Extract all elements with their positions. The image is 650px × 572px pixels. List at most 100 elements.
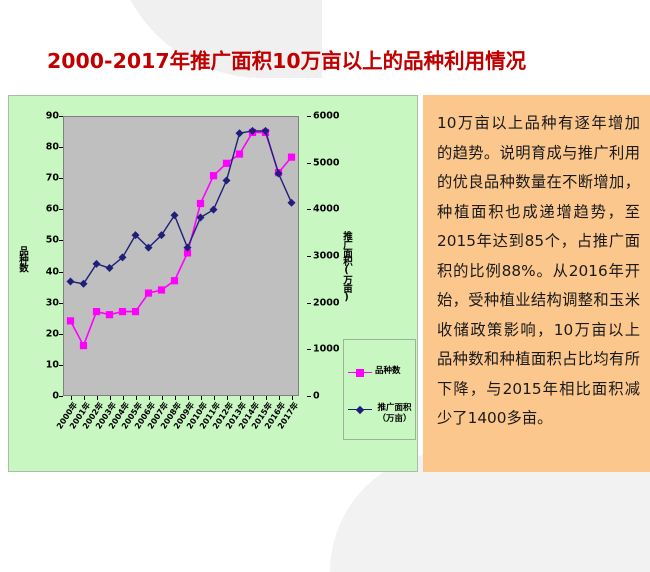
x-axis-tick-mark: [148, 396, 150, 400]
left-axis-ticks: 0 10 20 30 40 50 60 70 80 90: [9, 111, 63, 402]
data-point-marker: [157, 231, 166, 240]
x-axis-tick-mark: [213, 396, 215, 400]
page-title: 2000-2017年推广面积10万亩以上的品种利用情况: [47, 49, 527, 73]
series-plot: [66, 126, 296, 350]
data-point-marker: [118, 253, 127, 262]
right-axis-title: 推广面积(万亩): [341, 231, 352, 302]
right-axis-tick-label: 4000: [313, 203, 340, 215]
left-axis-tick-label: 30: [45, 297, 59, 309]
left-axis-tick-mark: [59, 302, 63, 304]
data-point-marker: [287, 198, 296, 207]
data-point-marker: [66, 277, 75, 286]
data-point-marker: [131, 231, 140, 240]
data-point-marker: [105, 311, 114, 319]
series-line-varieties: [69, 131, 293, 348]
x-axis-labels: 2000年 2001年 2002年 2003年 2004年 2005年 2006年 2007年…: [54, 396, 300, 455]
data-point-marker: [92, 259, 101, 268]
left-axis-tick-label: 90: [45, 110, 59, 122]
right-axis-tick-label: 2000: [313, 297, 340, 309]
left-axis-tick-mark: [59, 209, 63, 211]
left-axis-tick-mark: [59, 364, 63, 366]
legend-item-varieties: 品种数: [348, 366, 414, 378]
legend-label-varieties: 品种数: [375, 366, 401, 376]
left-axis-title: 品种数: [17, 246, 28, 272]
right-axis-tick-mark: [307, 162, 311, 164]
data-point-marker: [131, 308, 140, 316]
x-axis-tick-mark: [174, 396, 176, 400]
right-axis-tick-label: 3000: [313, 250, 340, 262]
x-axis-tick-mark: [70, 396, 72, 400]
data-point-marker: [183, 249, 192, 257]
data-point-marker: [196, 199, 205, 208]
right-axis-tick-mark: [307, 349, 311, 351]
left-axis-tick-label: 80: [45, 141, 59, 153]
left-axis-tick-label: 50: [45, 234, 59, 246]
data-point-marker: [209, 205, 218, 214]
x-axis-tick-mark: [122, 396, 124, 400]
x-axis-tick-mark: [83, 396, 85, 400]
right-axis-tick-mark: [307, 209, 311, 211]
x-axis-tick-mark: [278, 396, 280, 400]
left-axis-tick-mark: [59, 147, 63, 149]
right-axis-tick-label: 1000: [313, 343, 340, 355]
right-axis-tick-mark: [307, 116, 311, 117]
data-point-marker: [157, 286, 166, 294]
data-point-marker: [170, 211, 179, 220]
data-point-marker: [196, 213, 205, 222]
left-axis-tick-mark: [59, 116, 63, 117]
x-axis-tick-mark: [265, 396, 267, 400]
data-point-marker: [79, 279, 88, 288]
commentary-panel: 10万亩以上品种有逐年增加的趋势。说明育成与推广利用的优良品种数量在不断增加，种…: [423, 95, 650, 472]
x-axis-tick-mark: [187, 396, 189, 400]
x-axis-tick-mark: [226, 396, 228, 400]
x-axis-tick-mark: [96, 396, 98, 400]
left-axis-tick-mark: [59, 271, 63, 273]
chart-legend: 品种数 推广面积（万亩）: [343, 339, 416, 440]
chart-panel: 品种数 推广面积(万亩) 0 10 20 30 40 50 60 70 80 90 0 1000 20…: [8, 95, 418, 472]
data-point-marker: [105, 264, 114, 273]
left-axis-tick-label: 60: [45, 203, 59, 215]
x-axis-tick-mark: [109, 396, 111, 400]
right-axis-tick-label: 5000: [313, 157, 340, 169]
right-axis-tick-label: 6000: [313, 110, 340, 122]
left-axis-tick-label: 0: [52, 390, 59, 402]
left-axis-tick-label: 10: [45, 359, 59, 371]
plot-area: [63, 116, 299, 396]
data-point-marker: [235, 150, 244, 158]
right-axis-tick-mark: [307, 302, 311, 304]
data-point-marker: [66, 317, 75, 325]
right-axis-tick-mark: [307, 396, 311, 397]
x-axis-tick-mark: [291, 396, 293, 400]
right-axis-tick-label: 0: [313, 390, 320, 402]
legend-item-area: 推广面积（万亩）: [348, 403, 414, 425]
left-axis-tick-mark: [59, 240, 63, 242]
left-axis-tick-mark: [59, 396, 63, 397]
left-axis-tick-label: 40: [45, 266, 59, 278]
data-point-marker: [183, 243, 192, 252]
data-point-marker: [92, 308, 101, 316]
data-point-marker: [235, 129, 244, 138]
x-axis-tick-mark: [239, 396, 241, 400]
data-point-marker: [222, 176, 231, 185]
left-axis-tick-mark: [59, 333, 63, 335]
data-point-marker: [222, 159, 231, 167]
legend-marker-square-icon: [348, 367, 372, 378]
x-axis-tick-mark: [252, 396, 254, 400]
data-point-marker: [287, 153, 296, 161]
data-point-marker: [274, 169, 283, 178]
right-axis-tick-mark: [307, 256, 311, 257]
left-axis-tick-mark: [59, 178, 63, 180]
data-point-marker: [144, 243, 153, 252]
series-line-area: [70, 130, 293, 285]
x-axis-tick-mark: [161, 396, 163, 400]
left-axis-tick-label: 20: [45, 328, 59, 340]
left-axis-tick-label: 70: [45, 172, 59, 184]
data-point-marker: [170, 277, 179, 285]
x-axis-tick-mark: [135, 396, 137, 400]
legend-label-area: 推广面积（万亩）: [377, 403, 412, 424]
data-point-marker: [118, 308, 127, 316]
commentary-text: 10万亩以上品种有逐年增加的趋势。说明育成与推广利用的优良品种数量在不断增加，种…: [437, 114, 640, 427]
data-point-marker: [144, 289, 153, 297]
right-axis-ticks: 0 1000 2000 3000 4000 5000 6000: [305, 111, 355, 402]
data-point-marker: [209, 172, 218, 180]
